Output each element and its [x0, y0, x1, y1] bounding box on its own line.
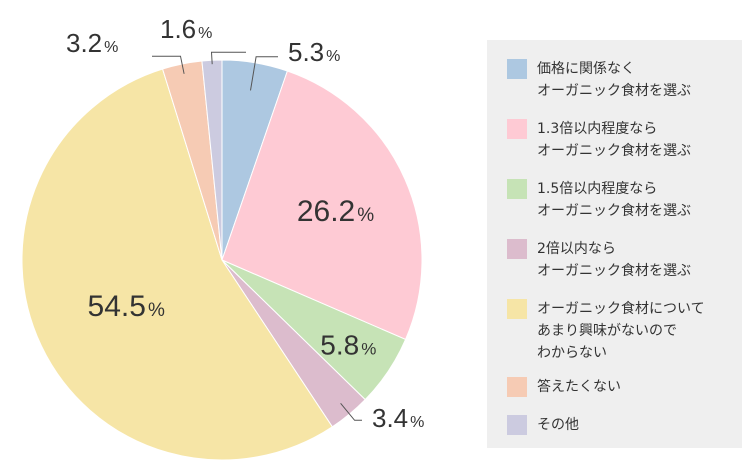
legend-item: その他	[507, 414, 579, 436]
legend-label: 2倍以内なら オーガニック食材を選ぶ	[537, 241, 691, 279]
legend-label: 価格に関係なく オーガニック食材を選ぶ	[537, 61, 691, 99]
leader-line	[210, 51, 246, 65]
legend-label: 答えたくない	[537, 379, 621, 395]
pie-slice-label: 3.2%	[66, 28, 118, 58]
legend-item: 答えたくない	[507, 376, 621, 398]
legend-label: オーガニック食材について あまり興味がないので わからない	[537, 301, 705, 361]
legend-swatch	[507, 239, 527, 259]
pie-slice-label: 54.5%	[88, 290, 165, 323]
legend-label: 1.5倍以内程度なら オーガニック食材を選ぶ	[537, 181, 691, 219]
legend-swatch	[507, 59, 527, 79]
pie-slice-label: 3.4%	[372, 403, 424, 433]
legend-swatch	[507, 415, 527, 435]
leader-line	[152, 55, 185, 74]
leader-line	[250, 56, 278, 91]
legend-swatch	[507, 179, 527, 199]
pie-slice-label: 5.8%	[320, 330, 376, 361]
legend-swatch	[507, 119, 527, 139]
legend-swatch	[507, 299, 527, 319]
legend-swatch	[507, 377, 527, 397]
leader-line	[340, 402, 362, 421]
legend-item: オーガニック食材について あまり興味がないので わからない	[507, 298, 705, 364]
pie-slice	[21, 68, 334, 461]
pie-slice	[221, 70, 423, 341]
legend-label: 1.3倍以内程度なら オーガニック食材を選ぶ	[537, 121, 691, 159]
pie-slice-label: 5.3%	[288, 37, 340, 67]
legend-label: その他	[537, 417, 579, 433]
legend-item: 価格に関係なく オーガニック食材を選ぶ	[507, 58, 691, 102]
legend-item: 2倍以内なら オーガニック食材を選ぶ	[507, 238, 691, 282]
pie-slice-label: 26.2%	[297, 195, 374, 228]
legend: 価格に関係なく オーガニック食材を選ぶ 1.3倍以内程度なら オーガニック食材を…	[487, 40, 742, 448]
pie-chart: 5.3 % 26.2 % 5.8 % 3.4 % 54.5 % 3.2 % 1.6%	[21, 14, 424, 461]
pie-slice-label: 1.6%	[160, 14, 212, 44]
legend-item: 1.3倍以内程度なら オーガニック食材を選ぶ	[507, 118, 691, 162]
legend-item: 1.5倍以内程度なら オーガニック食材を選ぶ	[507, 178, 691, 222]
